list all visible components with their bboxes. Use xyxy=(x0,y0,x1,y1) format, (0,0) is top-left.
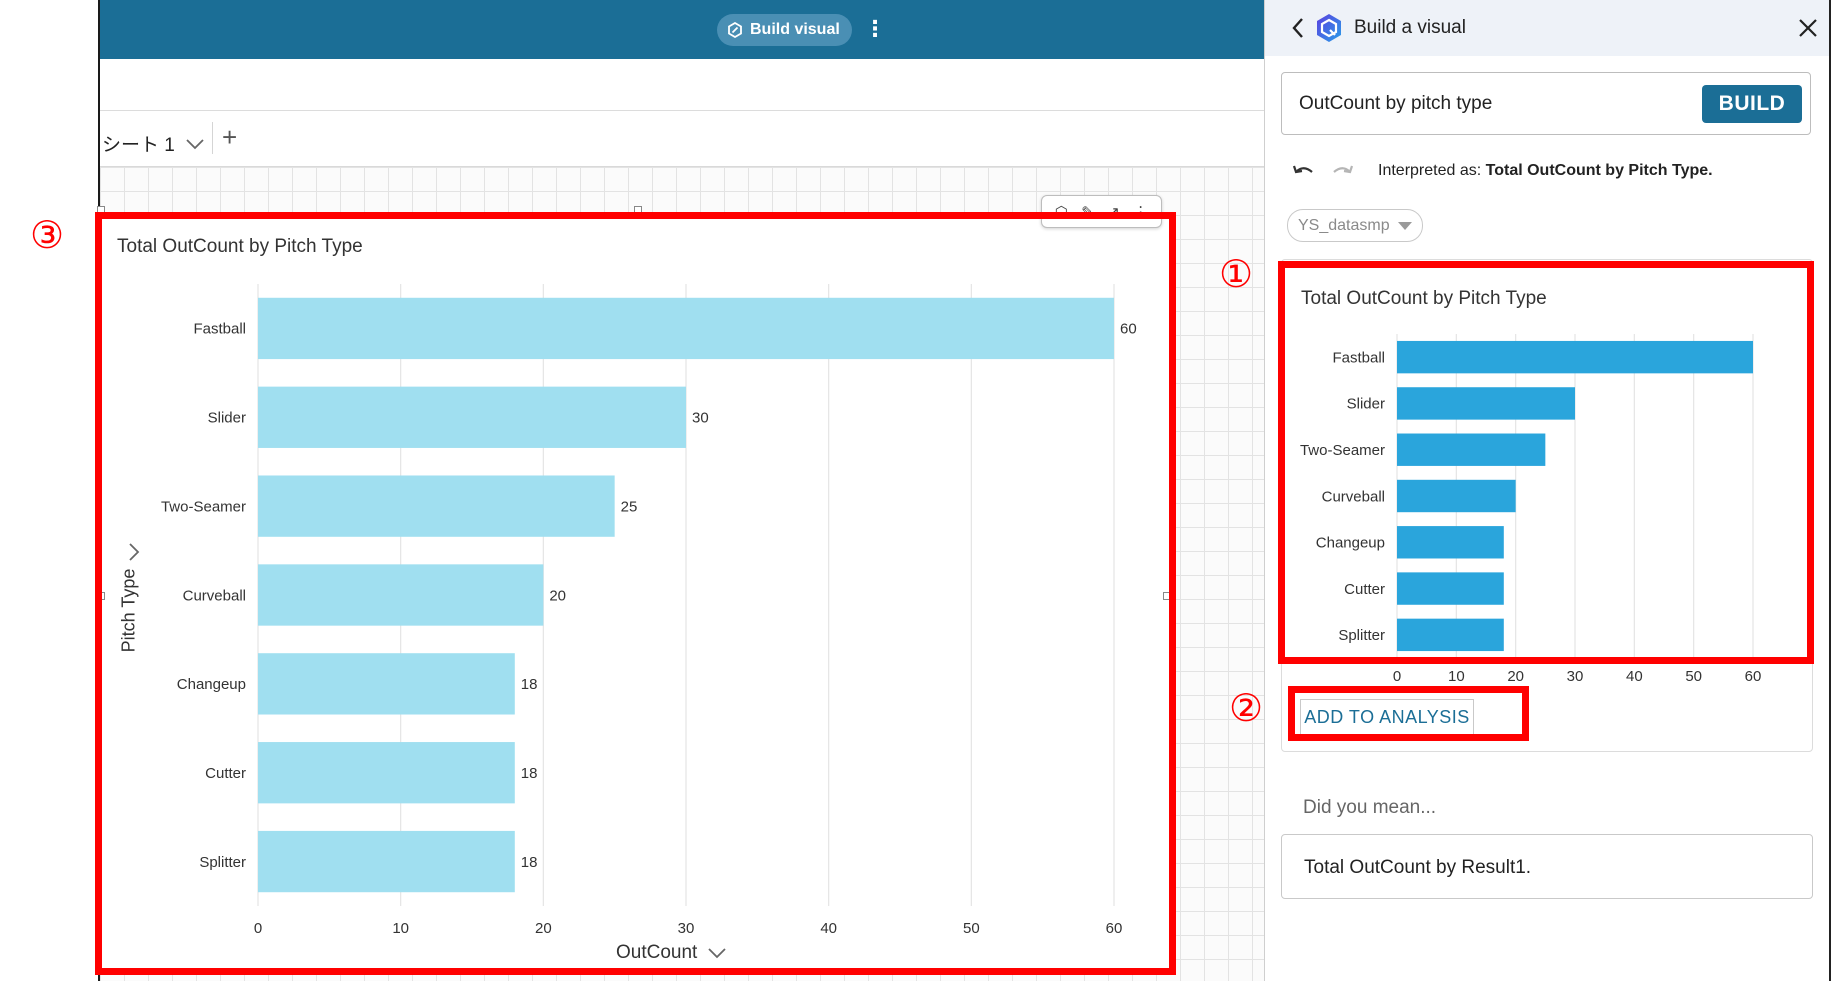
category-label: Slider xyxy=(208,410,246,427)
bar[interactable] xyxy=(1397,340,1753,374)
q-logo-icon xyxy=(1317,14,1341,42)
x-tick-label: 40 xyxy=(1626,668,1643,685)
x-tick-label: 30 xyxy=(1567,668,1584,685)
category-label: Changeup xyxy=(177,676,246,693)
bar[interactable] xyxy=(258,564,544,626)
bar[interactable] xyxy=(258,297,1114,360)
interpreted-as: Interpreted as: Total OutCount by Pitch … xyxy=(1378,162,1713,180)
divider xyxy=(212,122,213,154)
data-label: 25 xyxy=(621,498,638,515)
build-button[interactable]: BUILD xyxy=(1702,85,1802,123)
bar[interactable] xyxy=(258,830,515,893)
x-tick-label: 50 xyxy=(963,920,980,937)
query-input-value: OutCount by pitch type xyxy=(1299,93,1493,114)
preview-bar-chart: 0 10 20 30 40 50 60 Fastball Slider Two-Seamer Cur… xyxy=(1300,334,1762,685)
bar[interactable] xyxy=(258,653,515,715)
chevron-down-icon[interactable] xyxy=(707,947,727,959)
sheet-tab-bar: シート 1 + xyxy=(100,112,1266,167)
data-label: 20 xyxy=(549,587,566,604)
chevron-down-icon[interactable] xyxy=(185,138,205,150)
query-input[interactable]: OutCount by pitch type BUILD xyxy=(1281,72,1811,135)
callout-1: ① xyxy=(1219,252,1254,296)
x-tick-label: 40 xyxy=(820,920,837,937)
category-label: Fastball xyxy=(1332,349,1385,366)
build-visual-panel: Build a visual OutCount by pitch type BU… xyxy=(1264,0,1831,981)
preview-title: Total OutCount by Pitch Type xyxy=(1301,288,1547,309)
annotation-box-1 xyxy=(1278,261,1814,664)
data-label: 60 xyxy=(1120,321,1137,338)
toolbar-strip xyxy=(100,59,1266,111)
main-visual-title: Total OutCount by Pitch Type xyxy=(117,236,363,257)
interpreted-prefix: Interpreted as: xyxy=(1378,162,1486,179)
bar[interactable] xyxy=(1397,572,1504,605)
x-tick-label: 10 xyxy=(1448,668,1465,685)
data-label: 18 xyxy=(521,676,538,693)
x-tick-label: 20 xyxy=(535,920,552,937)
category-label: Two-Seamer xyxy=(1300,442,1385,459)
x-tick-label: 60 xyxy=(1745,668,1762,685)
x-tick-label: 60 xyxy=(1106,920,1123,937)
interpreted-value: Total OutCount by Pitch Type. xyxy=(1485,162,1713,179)
bar[interactable] xyxy=(1397,433,1546,466)
suggestion-item[interactable]: Total OutCount by Result1. xyxy=(1281,834,1813,899)
annotation-box-3 xyxy=(95,212,1176,975)
did-you-mean-heading: Did you mean... xyxy=(1303,797,1437,818)
category-label: Curveball xyxy=(1322,488,1385,505)
bar[interactable] xyxy=(1397,526,1504,559)
plus-icon[interactable]: + xyxy=(222,122,238,152)
chevron-up-icon[interactable] xyxy=(126,542,142,562)
build-visual-label: Build visual xyxy=(750,21,840,38)
add-to-analysis-button[interactable]: ADD TO ANALYSIS xyxy=(1300,699,1474,736)
sheet-tab[interactable]: シート 1 xyxy=(102,130,205,157)
callout-2: ② xyxy=(1229,686,1264,730)
category-label: Two-Seamer xyxy=(161,498,246,515)
sheet-tab-label: シート 1 xyxy=(102,135,175,156)
category-label: Splitter xyxy=(1338,627,1385,644)
x-tick-label: 0 xyxy=(254,920,262,937)
x-tick-label: 20 xyxy=(1507,668,1524,685)
category-label: Curveball xyxy=(183,587,246,604)
category-label: Slider xyxy=(1347,396,1385,413)
build-visual-button[interactable]: Build visual xyxy=(717,14,852,46)
category-label: Fastball xyxy=(193,321,246,338)
x-axis-title-label: OutCount xyxy=(616,942,698,963)
category-label: Cutter xyxy=(1344,581,1385,598)
x-tick-label: 30 xyxy=(678,920,695,937)
bar[interactable] xyxy=(1397,479,1516,513)
bar[interactable] xyxy=(258,475,615,537)
x-axis-title[interactable]: OutCount xyxy=(616,942,727,964)
bar[interactable] xyxy=(258,742,515,804)
bar[interactable] xyxy=(1397,618,1504,652)
undo-icon[interactable] xyxy=(1291,160,1317,186)
x-tick-label: 0 xyxy=(1393,668,1401,685)
category-label: Changeup xyxy=(1316,535,1385,552)
category-label: Splitter xyxy=(199,854,246,871)
top-bar: Build visual ⋮ xyxy=(100,0,1266,59)
callout-3: ③ xyxy=(30,213,65,257)
data-label: 18 xyxy=(521,765,538,782)
dataset-name: YS_datasmp xyxy=(1298,216,1390,234)
x-tick-label: 10 xyxy=(392,920,409,937)
caret-down-icon xyxy=(1397,221,1412,230)
panel-header: Build a visual xyxy=(1265,0,1829,56)
redo-icon[interactable] xyxy=(1329,160,1355,186)
bar[interactable] xyxy=(1397,387,1575,420)
category-label: Cutter xyxy=(205,765,246,782)
x-tick-label: 50 xyxy=(1685,668,1702,685)
dataset-selector[interactable]: YS_datasmp xyxy=(1287,209,1423,242)
kebab-icon[interactable]: ⋮ xyxy=(864,16,886,41)
annotation-box-2 xyxy=(1288,686,1529,741)
chevron-left-icon[interactable] xyxy=(1287,14,1309,42)
suggestion-label: Total OutCount by Result1. xyxy=(1304,857,1532,878)
bar[interactable] xyxy=(258,386,686,448)
data-label: 30 xyxy=(692,410,709,427)
panel-title: Build a visual xyxy=(1354,17,1466,38)
hexagon-icon xyxy=(728,22,742,38)
data-label: 18 xyxy=(521,854,538,871)
close-icon[interactable] xyxy=(1796,16,1820,40)
